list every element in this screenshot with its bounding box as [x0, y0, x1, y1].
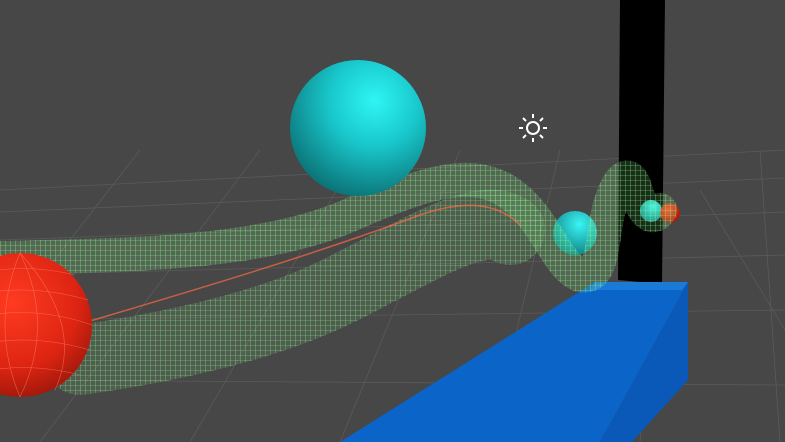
cyan-sphere-large[interactable]: [290, 60, 426, 196]
red-sphere-large[interactable]: [0, 252, 93, 398]
blue-box[interactable]: [340, 282, 688, 442]
sun-icon[interactable]: [519, 114, 547, 142]
black-pillar[interactable]: [618, 0, 665, 284]
wireframe-tube[interactable]: [0, 160, 677, 395]
